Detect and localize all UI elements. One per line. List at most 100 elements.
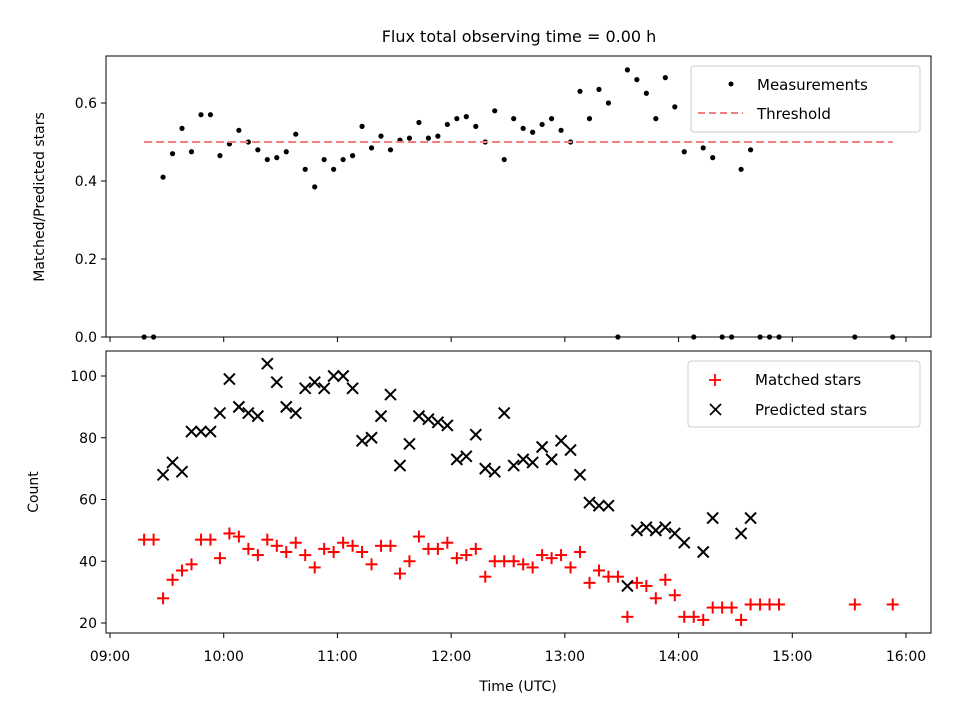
- top-legend: Measurements Threshold: [690, 65, 921, 133]
- predicted-stars-point: [327, 369, 340, 383]
- predicted-stars-point: [573, 468, 587, 482]
- matched-stars-point: [630, 576, 643, 589]
- matched-stars-point: [365, 558, 378, 571]
- matched-stars-point: [735, 613, 748, 626]
- measurement-point: [890, 334, 896, 340]
- matched-stars-point: [157, 592, 170, 605]
- legend-measurements-label: Measurements: [757, 76, 868, 94]
- matched-stars-point: [337, 536, 350, 549]
- top-y-axis-label: Matched/Predicted stars: [32, 112, 48, 282]
- bottom-y-axis-label: Count: [26, 471, 42, 513]
- y-tick-label: 40: [79, 554, 97, 570]
- measurement-point: [511, 116, 517, 122]
- predicted-stars-point: [374, 409, 388, 423]
- measurement-point: [150, 334, 157, 340]
- measurement-point: [719, 334, 725, 340]
- matched-stars-point: [507, 555, 520, 568]
- measurement-point: [264, 156, 270, 163]
- measurement-point: [738, 166, 744, 172]
- measurement-point: [340, 156, 346, 163]
- measurement-point: [331, 166, 337, 172]
- measurement-point: [378, 133, 384, 139]
- matched-stars-point: [460, 549, 473, 562]
- predicted-stars-point: [583, 496, 596, 509]
- measurement-point: [141, 334, 147, 340]
- matched-stars-point: [308, 561, 321, 574]
- x-tick-label: 12:00: [431, 649, 471, 665]
- measurement-point: [463, 114, 469, 120]
- measurement-point: [207, 112, 214, 118]
- matched-stars-point: [251, 549, 264, 562]
- matched-stars-point: [592, 564, 605, 577]
- measurement-point: [321, 156, 327, 163]
- measurement-point: [577, 88, 583, 94]
- measurement-point: [729, 334, 735, 340]
- measurement-point: [359, 123, 365, 129]
- predicted-stars-point: [336, 369, 350, 383]
- predicted-stars-point: [630, 524, 644, 537]
- top-legend-box: [690, 65, 921, 133]
- matched-stars-point: [469, 542, 482, 555]
- measurement-point: [501, 156, 507, 163]
- predicted-stars-point: [450, 453, 464, 466]
- predicted-stars-point: [564, 443, 577, 457]
- predicted-stars-point: [403, 437, 416, 451]
- predicted-stars-point: [488, 465, 501, 478]
- measurement-point: [766, 334, 773, 340]
- measurement-point: [586, 116, 593, 122]
- x-tick-label: 10:00: [204, 649, 244, 665]
- measurement-point: [387, 147, 394, 153]
- matched-stars-point: [356, 545, 369, 558]
- y-tick-label: 0.2: [75, 252, 97, 268]
- measurement-point: [558, 127, 564, 133]
- predicted-stars-point: [317, 382, 331, 395]
- measurement-point: [188, 149, 195, 155]
- measurement-point: [653, 116, 659, 122]
- matched-stars-point: [526, 561, 539, 574]
- measurement-point: [852, 334, 858, 340]
- matched-stars-point: [232, 530, 245, 543]
- predicted-stars-point: [156, 468, 170, 482]
- measurement-point: [520, 125, 526, 131]
- matched-stars-point: [431, 542, 444, 555]
- matched-stars-point: [441, 536, 454, 549]
- matched-stars-point: [270, 539, 283, 552]
- bottom-panel-frame: [105, 350, 932, 634]
- predicted-stars-point: [479, 462, 492, 475]
- measurement-point: [605, 100, 612, 106]
- y-tick-label: 80: [79, 431, 97, 447]
- x-tick-label: 16:00: [886, 649, 926, 665]
- predicted-stars-point: [261, 357, 274, 370]
- predicted-stars-point: [175, 465, 189, 478]
- measurement-point: [245, 139, 251, 145]
- measurement-point: [198, 112, 204, 118]
- predicted-stars-point: [706, 511, 719, 525]
- measurement-point: [710, 155, 716, 161]
- predicted-stars-point: [185, 425, 198, 438]
- measurement-point: [662, 75, 668, 81]
- legend-predicted-label: Predicted stars: [755, 401, 867, 419]
- matched-stars-point: [886, 598, 899, 611]
- measurement-point: [349, 153, 356, 159]
- measurement-point: [530, 129, 536, 135]
- predicted-stars-point: [535, 440, 549, 454]
- measurement-point: [492, 108, 498, 114]
- matched-stars-point: [583, 576, 596, 589]
- predicted-stars-point: [355, 434, 369, 448]
- matched-stars-point: [393, 567, 406, 580]
- predicted-stars-point: [602, 499, 615, 512]
- predicted-stars-point: [441, 419, 454, 432]
- bottom-panel: Count Time (UTC) 20 40 60 80 100 09:00 10:00 11…: [26, 350, 932, 695]
- matched-stars-point: [289, 536, 302, 549]
- matched-stars-point: [536, 549, 549, 562]
- matched-stars-point: [185, 558, 198, 571]
- predicted-stars-point: [640, 521, 653, 534]
- predicted-stars-point: [592, 499, 606, 512]
- measurement-point: [312, 184, 318, 190]
- predicted-stars-point: [393, 459, 407, 472]
- predicted-stars-point: [516, 453, 530, 466]
- matched-stars-point: [176, 564, 189, 577]
- predicted-stars-point: [270, 375, 283, 389]
- predicted-stars-point: [431, 416, 445, 429]
- measurement-point: [747, 147, 754, 153]
